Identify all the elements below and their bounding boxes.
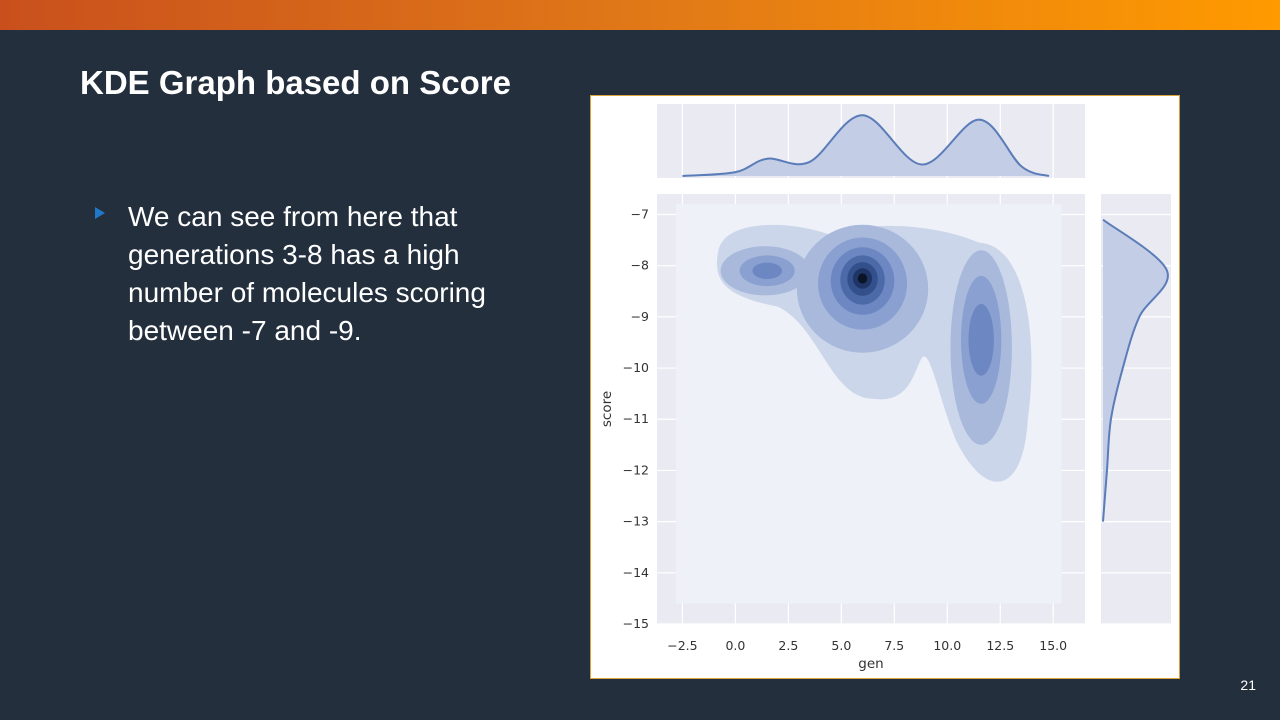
right-marginal-fill <box>1103 219 1168 522</box>
kde-figure: −2.5 0.0 2.5 5.0 7.5 10.0 12.5 15.0 −7 −8 −9 −10 −11… <box>590 95 1180 679</box>
kde-contour-level <box>857 273 868 284</box>
kde-contour-level <box>716 224 1032 482</box>
bullet-triangle-icon <box>95 207 105 219</box>
y-tick-label: −15 <box>623 616 649 631</box>
y-tick-label: −8 <box>631 258 649 273</box>
x-tick-label: 0.0 <box>725 638 745 653</box>
y-axis-label: score <box>599 391 615 427</box>
y-tick-label: −7 <box>631 206 649 221</box>
x-tick-label: 5.0 <box>831 638 851 653</box>
accent-bar <box>0 0 1280 30</box>
x-tick-label: −2.5 <box>667 638 697 653</box>
x-tick-label: 2.5 <box>778 638 798 653</box>
right-marginal-curve <box>1102 218 1169 522</box>
y-tick-label: −11 <box>623 411 649 426</box>
kde-jointplot: −2.5 0.0 2.5 5.0 7.5 10.0 12.5 15.0 −7 −8 −9 −10 −11… <box>599 104 1171 672</box>
x-tick-label: 15.0 <box>1039 638 1067 653</box>
top-marginal-curve <box>682 114 1050 177</box>
page-number: 21 <box>1240 677 1256 693</box>
kde-contour-level <box>752 262 783 279</box>
kde-contour-level <box>968 304 994 376</box>
x-tick-label: 10.0 <box>933 638 961 653</box>
y-tick-label: −13 <box>623 514 649 529</box>
top-marginal-fill <box>682 115 1049 176</box>
y-tick-label: −12 <box>623 462 649 477</box>
y-tick-label: −9 <box>631 309 649 324</box>
slide-title: KDE Graph based on Score <box>80 64 511 101</box>
y-tick-label: −10 <box>623 360 649 375</box>
bullet-text: We can see from here that generations 3-… <box>128 201 486 346</box>
x-tick-label: 7.5 <box>884 638 904 653</box>
y-tick-label: −14 <box>623 565 649 580</box>
x-axis-label: gen <box>858 656 883 672</box>
x-tick-label: 12.5 <box>986 638 1014 653</box>
